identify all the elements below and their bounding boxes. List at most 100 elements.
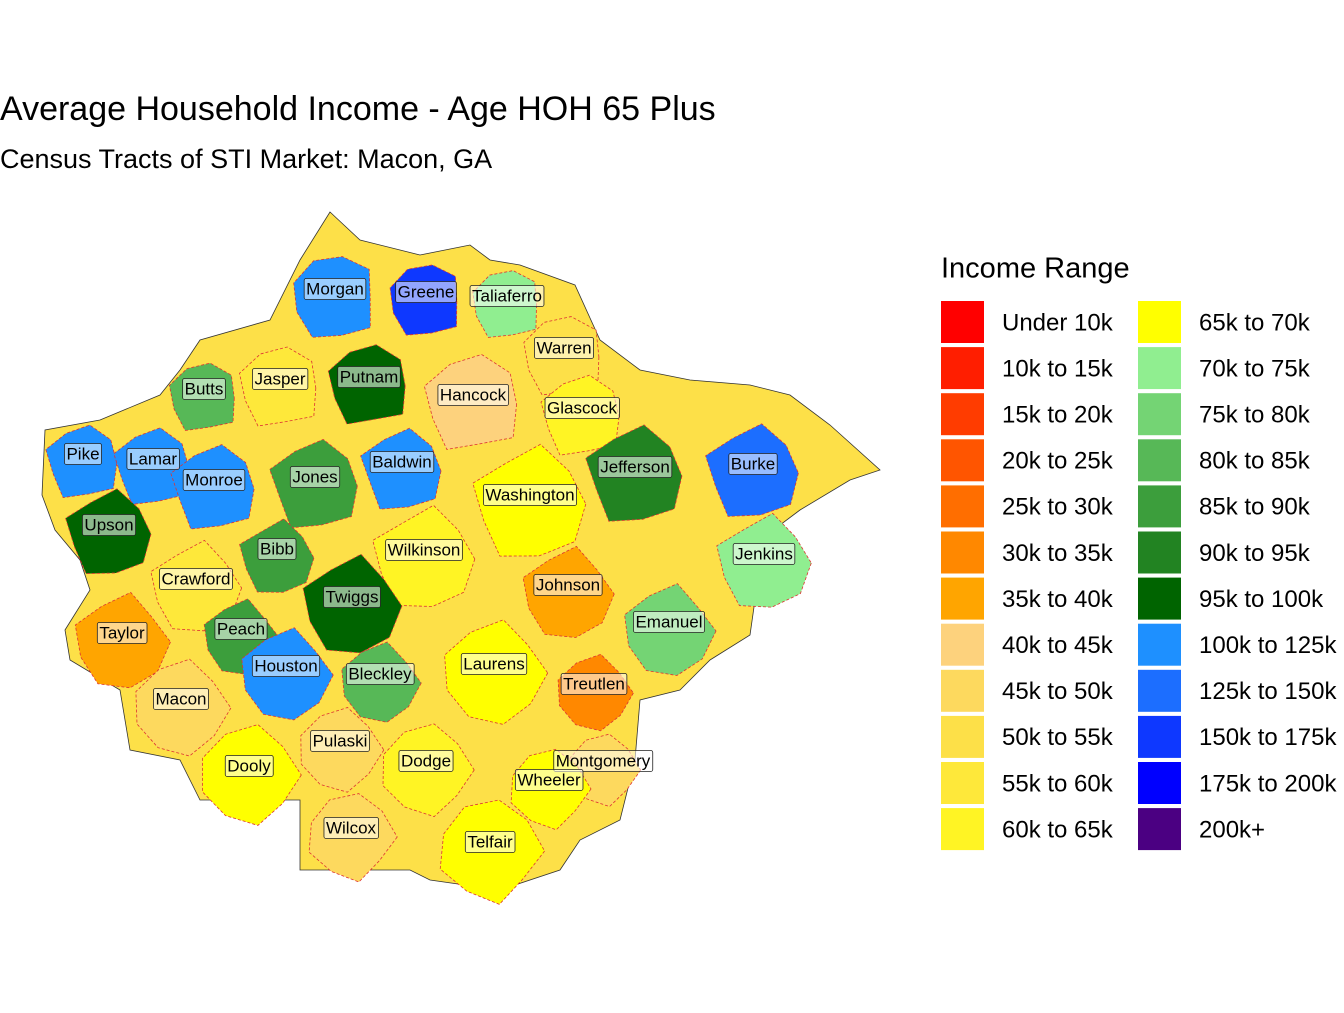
county-label-box	[310, 730, 370, 752]
legend-swatch	[941, 808, 984, 851]
legend-swatch	[1138, 762, 1181, 804]
legend-swatch	[941, 531, 984, 574]
county-label: Macon	[155, 689, 206, 708]
county-label: Dooly	[227, 756, 271, 775]
legend-swatch	[1138, 808, 1181, 851]
legend-label: 30k to 35k	[1002, 540, 1114, 567]
legend-swatch	[941, 669, 984, 712]
county-label-box	[514, 769, 584, 791]
county-labels: Morgan Greene Taliaferro Warren Butts Jasper P…	[64, 278, 796, 853]
legend-swatch	[1138, 715, 1181, 758]
legend-label: 90k to 95k	[1199, 540, 1311, 567]
county-label: Montgomery	[556, 751, 651, 770]
county-label-box	[337, 366, 401, 388]
county-label: Laurens	[463, 654, 524, 673]
county-label: Lamar	[129, 449, 178, 468]
county-label-box	[252, 368, 309, 390]
county-label: Monroe	[185, 470, 243, 489]
legend-swatch	[941, 715, 984, 758]
county-label-box	[214, 618, 268, 640]
legend-label: 200k+	[1199, 816, 1265, 843]
county-label: Jenkins	[735, 544, 793, 563]
legend-label: 15k to 20k	[1002, 402, 1114, 429]
legend: Under 10k 10k to 15k 15k to 20k 20k to 25k 2…	[941, 301, 1337, 851]
county-label-box	[182, 469, 246, 491]
county-label: Wheeler	[517, 770, 581, 789]
legend-swatch	[941, 347, 984, 390]
county-label-box	[385, 539, 463, 561]
county-label: Treutlen	[563, 674, 625, 693]
legend-swatch	[1138, 393, 1181, 436]
legend-label: 65k to 70k	[1199, 309, 1311, 336]
county-label-box	[469, 285, 545, 307]
county-label: Wilkinson	[388, 540, 461, 559]
legend-label: 75k to 80k	[1199, 402, 1311, 429]
county-label: Putnam	[340, 367, 399, 386]
legend-swatch	[1138, 301, 1181, 343]
county-label-box	[64, 443, 102, 465]
legend-title: Income Range	[941, 253, 1130, 285]
county-label-box	[182, 378, 226, 400]
legend-label: 95k to 100k	[1199, 586, 1324, 613]
legend-label: 150k to 175k	[1199, 724, 1337, 751]
county-label-box	[560, 673, 628, 695]
legend-swatch	[1138, 485, 1181, 528]
county-label-box	[289, 466, 341, 488]
legend-label: 40k to 45k	[1002, 632, 1114, 659]
legend-label: 50k to 55k	[1002, 724, 1114, 751]
legend-swatch	[941, 577, 984, 620]
county-label: Telfair	[467, 832, 513, 851]
legend-label: 175k to 200k	[1199, 770, 1337, 797]
county-label: Glascock	[547, 398, 617, 417]
county-label: Houston	[254, 656, 317, 675]
county-label: Peach	[217, 619, 265, 638]
county-label: Emanuel	[635, 612, 702, 631]
county-label-box	[395, 281, 457, 303]
county-label: Twiggs	[326, 587, 379, 606]
county-label-box	[483, 484, 577, 506]
county-label-box	[82, 514, 136, 536]
county-label: Taylor	[99, 623, 145, 642]
county-label: Taliaferro	[472, 286, 542, 305]
legend-label: 60k to 65k	[1002, 816, 1114, 843]
legend-label: 55k to 60k	[1002, 770, 1114, 797]
county-label: Baldwin	[372, 452, 432, 471]
subtitle: Census Tracts of STI Market: Macon, GA	[0, 144, 492, 174]
county-label: Bleckley	[348, 664, 412, 683]
legend-swatch	[941, 762, 984, 804]
county-label-box	[464, 831, 516, 853]
county-label: Crawford	[162, 569, 231, 588]
county-label: Washington	[485, 485, 574, 504]
county-label-box	[153, 688, 209, 710]
legend-swatch	[941, 439, 984, 482]
county-label-box	[728, 453, 778, 475]
county-label: Greene	[398, 282, 455, 301]
county-label: Jefferson	[600, 457, 670, 476]
county-label-box	[159, 568, 233, 590]
county-label: Burke	[731, 454, 775, 473]
legend-label: 35k to 40k	[1002, 586, 1114, 613]
county-label-box	[553, 750, 654, 772]
county-label-box	[460, 653, 528, 675]
county-label: Butts	[185, 379, 224, 398]
county-label-box	[398, 750, 454, 772]
county-label: Pike	[66, 444, 99, 463]
legend-swatch	[941, 623, 984, 666]
county-label-box	[323, 817, 379, 839]
county-label: Jones	[292, 467, 337, 486]
county-label-box	[732, 543, 796, 565]
legend-swatch	[1138, 669, 1181, 712]
county-label-box	[126, 448, 180, 470]
legend-swatch	[1138, 347, 1181, 390]
county-label-box	[251, 655, 321, 677]
county-label-box	[224, 755, 274, 777]
legend-swatch	[1138, 439, 1181, 482]
legend-label: 20k to 25k	[1002, 448, 1114, 475]
legend-label: 10k to 15k	[1002, 355, 1114, 382]
county-label-box	[633, 611, 705, 633]
legend-swatch	[1138, 623, 1181, 666]
legend-label: Under 10k	[1002, 309, 1114, 336]
county-label-box	[303, 278, 367, 300]
